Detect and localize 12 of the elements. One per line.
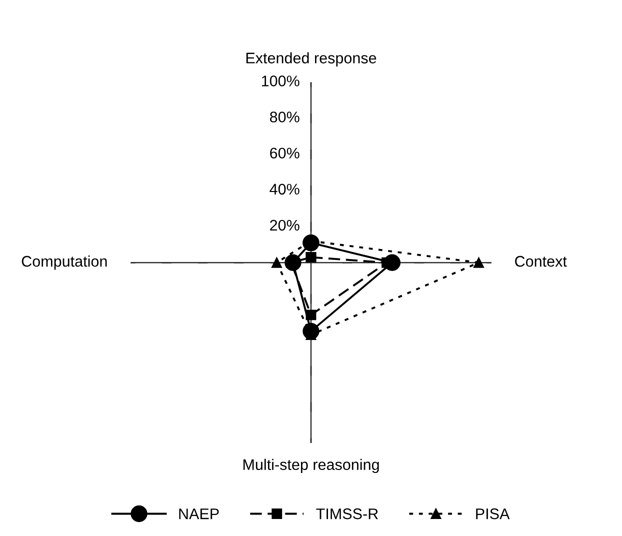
y-tick-label: 20%	[270, 220, 300, 231]
legend-label: TIMSS-R	[316, 508, 378, 520]
legend-label: NAEP	[179, 508, 219, 520]
y-tick-label: 40%	[270, 184, 300, 195]
spoke-label: Context	[515, 256, 567, 267]
spoke-label: Extended response	[246, 52, 376, 66]
y-tick-label: 60%	[270, 148, 300, 159]
spoke-label: Computation	[22, 256, 107, 270]
y-tick-label: 100%	[262, 76, 300, 86]
y-tick-label: 80%	[270, 112, 300, 122]
spoke-label: Multi-step reasoning	[243, 458, 379, 474]
legend-label: PISA	[476, 508, 510, 520]
